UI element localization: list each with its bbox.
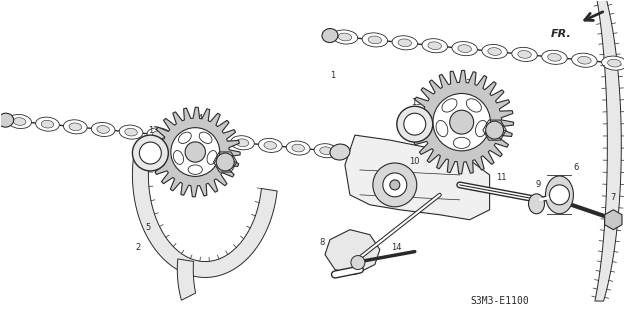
Ellipse shape xyxy=(608,59,621,67)
Text: 2: 2 xyxy=(136,243,141,252)
Circle shape xyxy=(450,110,474,134)
Ellipse shape xyxy=(188,165,202,174)
Circle shape xyxy=(373,163,417,207)
Ellipse shape xyxy=(264,141,277,149)
Ellipse shape xyxy=(91,123,115,137)
Ellipse shape xyxy=(518,51,531,58)
Text: 1: 1 xyxy=(331,71,336,80)
Polygon shape xyxy=(151,107,240,197)
Ellipse shape xyxy=(602,56,625,70)
Text: 14: 14 xyxy=(391,243,402,252)
Ellipse shape xyxy=(482,44,508,59)
Ellipse shape xyxy=(476,120,488,137)
Ellipse shape xyxy=(125,128,138,136)
Ellipse shape xyxy=(236,139,249,147)
Circle shape xyxy=(383,173,407,197)
Ellipse shape xyxy=(332,30,357,44)
Circle shape xyxy=(549,185,569,205)
Ellipse shape xyxy=(199,132,212,143)
Text: 13: 13 xyxy=(148,126,159,135)
Ellipse shape xyxy=(442,99,457,112)
Circle shape xyxy=(486,121,504,139)
Circle shape xyxy=(216,153,234,171)
Ellipse shape xyxy=(208,136,221,144)
Polygon shape xyxy=(177,259,196,300)
Circle shape xyxy=(185,142,206,162)
Ellipse shape xyxy=(572,53,597,67)
Ellipse shape xyxy=(119,125,143,139)
Text: 6: 6 xyxy=(574,164,579,172)
Circle shape xyxy=(433,93,491,151)
Ellipse shape xyxy=(320,147,332,155)
Ellipse shape xyxy=(529,194,544,214)
Ellipse shape xyxy=(36,117,59,131)
Text: 3: 3 xyxy=(465,79,471,88)
Polygon shape xyxy=(345,135,489,220)
Ellipse shape xyxy=(314,144,338,158)
Circle shape xyxy=(404,113,426,135)
Ellipse shape xyxy=(41,120,54,128)
Ellipse shape xyxy=(175,131,199,144)
Ellipse shape xyxy=(13,118,26,125)
Polygon shape xyxy=(325,230,380,275)
Text: 12: 12 xyxy=(491,133,501,143)
Ellipse shape xyxy=(362,33,388,47)
Circle shape xyxy=(171,128,219,176)
Ellipse shape xyxy=(231,136,254,150)
Ellipse shape xyxy=(466,99,481,112)
Ellipse shape xyxy=(458,45,471,52)
Text: 12: 12 xyxy=(221,165,231,174)
Ellipse shape xyxy=(152,131,165,139)
Ellipse shape xyxy=(8,115,31,129)
Ellipse shape xyxy=(436,120,448,137)
Ellipse shape xyxy=(338,33,352,41)
Text: FR.: FR. xyxy=(551,28,571,39)
Circle shape xyxy=(139,142,161,164)
Ellipse shape xyxy=(322,28,338,43)
Ellipse shape xyxy=(452,42,478,56)
Polygon shape xyxy=(132,143,277,277)
Ellipse shape xyxy=(428,42,441,50)
Ellipse shape xyxy=(392,36,418,50)
Ellipse shape xyxy=(548,53,561,61)
Text: S3M3-E1100: S3M3-E1100 xyxy=(470,296,529,306)
Ellipse shape xyxy=(422,39,447,53)
Text: 9: 9 xyxy=(536,180,541,189)
Ellipse shape xyxy=(292,144,304,152)
Ellipse shape xyxy=(97,126,109,133)
Ellipse shape xyxy=(542,50,568,64)
Ellipse shape xyxy=(181,133,193,141)
Text: 10: 10 xyxy=(409,157,420,166)
Ellipse shape xyxy=(398,39,411,47)
Polygon shape xyxy=(595,0,621,301)
Ellipse shape xyxy=(202,133,226,147)
Ellipse shape xyxy=(286,141,310,155)
Ellipse shape xyxy=(488,48,501,55)
Text: 4: 4 xyxy=(198,114,203,123)
Ellipse shape xyxy=(69,123,82,131)
Ellipse shape xyxy=(330,144,350,160)
Ellipse shape xyxy=(512,47,538,61)
Ellipse shape xyxy=(147,128,171,142)
Ellipse shape xyxy=(546,176,573,214)
Ellipse shape xyxy=(174,150,184,164)
Ellipse shape xyxy=(453,137,470,148)
Ellipse shape xyxy=(368,36,382,44)
Text: 5: 5 xyxy=(146,223,151,232)
Text: 8: 8 xyxy=(319,238,324,247)
Ellipse shape xyxy=(0,113,14,127)
Ellipse shape xyxy=(207,150,217,164)
Ellipse shape xyxy=(578,56,591,64)
Text: 7: 7 xyxy=(611,193,616,202)
Text: 11: 11 xyxy=(496,173,507,182)
Circle shape xyxy=(351,256,365,269)
Circle shape xyxy=(397,106,432,142)
Circle shape xyxy=(132,135,168,171)
Ellipse shape xyxy=(259,138,282,152)
Circle shape xyxy=(390,180,400,190)
Ellipse shape xyxy=(179,132,191,143)
Ellipse shape xyxy=(64,120,87,134)
Polygon shape xyxy=(410,70,514,174)
Text: 13: 13 xyxy=(411,98,422,107)
